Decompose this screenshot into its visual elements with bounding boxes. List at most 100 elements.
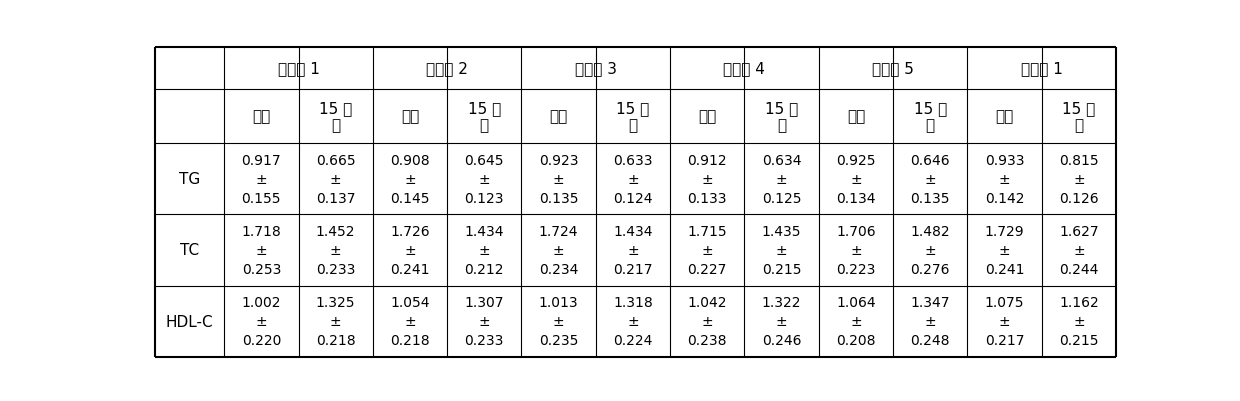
Text: 0.634: 0.634 bbox=[761, 153, 801, 167]
Text: 0.917: 0.917 bbox=[242, 153, 281, 167]
Text: 0.135: 0.135 bbox=[539, 192, 578, 205]
Text: ±: ± bbox=[851, 172, 862, 186]
Text: 0.908: 0.908 bbox=[391, 153, 430, 167]
Text: 1.706: 1.706 bbox=[836, 224, 875, 238]
Text: 15 天
后: 15 天 后 bbox=[765, 101, 799, 133]
Text: 0.646: 0.646 bbox=[910, 153, 950, 167]
Text: 0.133: 0.133 bbox=[687, 192, 727, 205]
Text: 1.064: 1.064 bbox=[836, 295, 875, 309]
Text: ±: ± bbox=[627, 172, 639, 186]
Text: 0.212: 0.212 bbox=[465, 263, 503, 277]
Text: ±: ± bbox=[776, 243, 787, 257]
Text: ±: ± bbox=[851, 314, 862, 328]
Text: 1.042: 1.042 bbox=[687, 295, 727, 309]
Text: ±: ± bbox=[255, 243, 267, 257]
Text: ±: ± bbox=[330, 314, 341, 328]
Text: ±: ± bbox=[702, 172, 713, 186]
Text: 0.134: 0.134 bbox=[836, 192, 875, 205]
Text: ±: ± bbox=[776, 314, 787, 328]
Text: 1.718: 1.718 bbox=[242, 224, 281, 238]
Text: 1.054: 1.054 bbox=[391, 295, 430, 309]
Text: ±: ± bbox=[255, 314, 267, 328]
Text: ±: ± bbox=[479, 243, 490, 257]
Text: 0.145: 0.145 bbox=[391, 192, 430, 205]
Text: 0.224: 0.224 bbox=[614, 334, 652, 348]
Text: ±: ± bbox=[924, 314, 936, 328]
Text: 实施例 1: 实施例 1 bbox=[278, 61, 320, 77]
Text: 0.238: 0.238 bbox=[687, 334, 727, 348]
Text: ±: ± bbox=[330, 243, 341, 257]
Text: ±: ± bbox=[479, 172, 490, 186]
Text: 初始: 初始 bbox=[549, 109, 568, 124]
Text: 1.162: 1.162 bbox=[1059, 295, 1099, 309]
Text: 0.223: 0.223 bbox=[836, 263, 875, 277]
Text: 0.215: 0.215 bbox=[761, 263, 801, 277]
Text: 实施例 4: 实施例 4 bbox=[723, 61, 765, 77]
Text: 0.235: 0.235 bbox=[539, 334, 578, 348]
Text: 1.013: 1.013 bbox=[539, 295, 578, 309]
Text: 0.233: 0.233 bbox=[465, 334, 503, 348]
Text: ±: ± bbox=[404, 172, 415, 186]
Text: 0.246: 0.246 bbox=[761, 334, 801, 348]
Text: 15 天
后: 15 天 后 bbox=[1063, 101, 1095, 133]
Text: 0.142: 0.142 bbox=[985, 192, 1024, 205]
Text: 0.123: 0.123 bbox=[465, 192, 503, 205]
Text: 1.075: 1.075 bbox=[985, 295, 1024, 309]
Text: 15 天
后: 15 天 后 bbox=[467, 101, 501, 133]
Text: 0.923: 0.923 bbox=[539, 153, 578, 167]
Text: ±: ± bbox=[627, 243, 639, 257]
Text: 1.715: 1.715 bbox=[687, 224, 727, 238]
Text: 0.645: 0.645 bbox=[465, 153, 503, 167]
Text: 0.248: 0.248 bbox=[910, 334, 950, 348]
Text: 1.726: 1.726 bbox=[391, 224, 430, 238]
Text: 0.276: 0.276 bbox=[910, 263, 950, 277]
Text: ±: ± bbox=[1073, 314, 1085, 328]
Text: 1.318: 1.318 bbox=[613, 295, 652, 309]
Text: 1.452: 1.452 bbox=[316, 224, 356, 238]
Text: 1.434: 1.434 bbox=[614, 224, 652, 238]
Text: 0.220: 0.220 bbox=[242, 334, 281, 348]
Text: 1.724: 1.724 bbox=[539, 224, 578, 238]
Text: ±: ± bbox=[330, 172, 341, 186]
Text: 0.244: 0.244 bbox=[1059, 263, 1099, 277]
Text: ±: ± bbox=[851, 243, 862, 257]
Text: ±: ± bbox=[1073, 243, 1085, 257]
Text: 0.217: 0.217 bbox=[985, 334, 1024, 348]
Text: ±: ± bbox=[627, 314, 639, 328]
Text: 0.815: 0.815 bbox=[1059, 153, 1099, 167]
Text: 0.126: 0.126 bbox=[1059, 192, 1099, 205]
Text: 0.135: 0.135 bbox=[910, 192, 950, 205]
Text: 0.124: 0.124 bbox=[614, 192, 652, 205]
Text: 1.322: 1.322 bbox=[761, 295, 801, 309]
Text: ±: ± bbox=[404, 243, 415, 257]
Text: 0.208: 0.208 bbox=[836, 334, 875, 348]
Text: TG: TG bbox=[179, 172, 200, 187]
Text: 实施例 5: 实施例 5 bbox=[872, 61, 914, 77]
Text: 0.215: 0.215 bbox=[1059, 334, 1099, 348]
Text: 初始: 初始 bbox=[996, 109, 1013, 124]
Text: 0.241: 0.241 bbox=[391, 263, 430, 277]
Text: 对比例 1: 对比例 1 bbox=[1021, 61, 1063, 77]
Text: 15 天
后: 15 天 后 bbox=[914, 101, 947, 133]
Text: 0.125: 0.125 bbox=[761, 192, 801, 205]
Text: 1.307: 1.307 bbox=[465, 295, 503, 309]
Text: 初始: 初始 bbox=[252, 109, 270, 124]
Text: ±: ± bbox=[924, 243, 936, 257]
Text: ±: ± bbox=[998, 243, 1011, 257]
Text: 0.217: 0.217 bbox=[614, 263, 652, 277]
Text: 0.233: 0.233 bbox=[316, 263, 356, 277]
Text: 0.253: 0.253 bbox=[242, 263, 281, 277]
Text: ±: ± bbox=[404, 314, 415, 328]
Text: 0.218: 0.218 bbox=[391, 334, 430, 348]
Text: 初始: 初始 bbox=[401, 109, 419, 124]
Text: 1.482: 1.482 bbox=[910, 224, 950, 238]
Text: 0.665: 0.665 bbox=[316, 153, 356, 167]
Text: 初始: 初始 bbox=[698, 109, 717, 124]
Text: 1.729: 1.729 bbox=[985, 224, 1024, 238]
Text: ±: ± bbox=[924, 172, 936, 186]
Text: 15 天
后: 15 天 后 bbox=[319, 101, 352, 133]
Text: ±: ± bbox=[553, 314, 564, 328]
Text: 0.137: 0.137 bbox=[316, 192, 356, 205]
Text: 1.627: 1.627 bbox=[1059, 224, 1099, 238]
Text: ±: ± bbox=[998, 172, 1011, 186]
